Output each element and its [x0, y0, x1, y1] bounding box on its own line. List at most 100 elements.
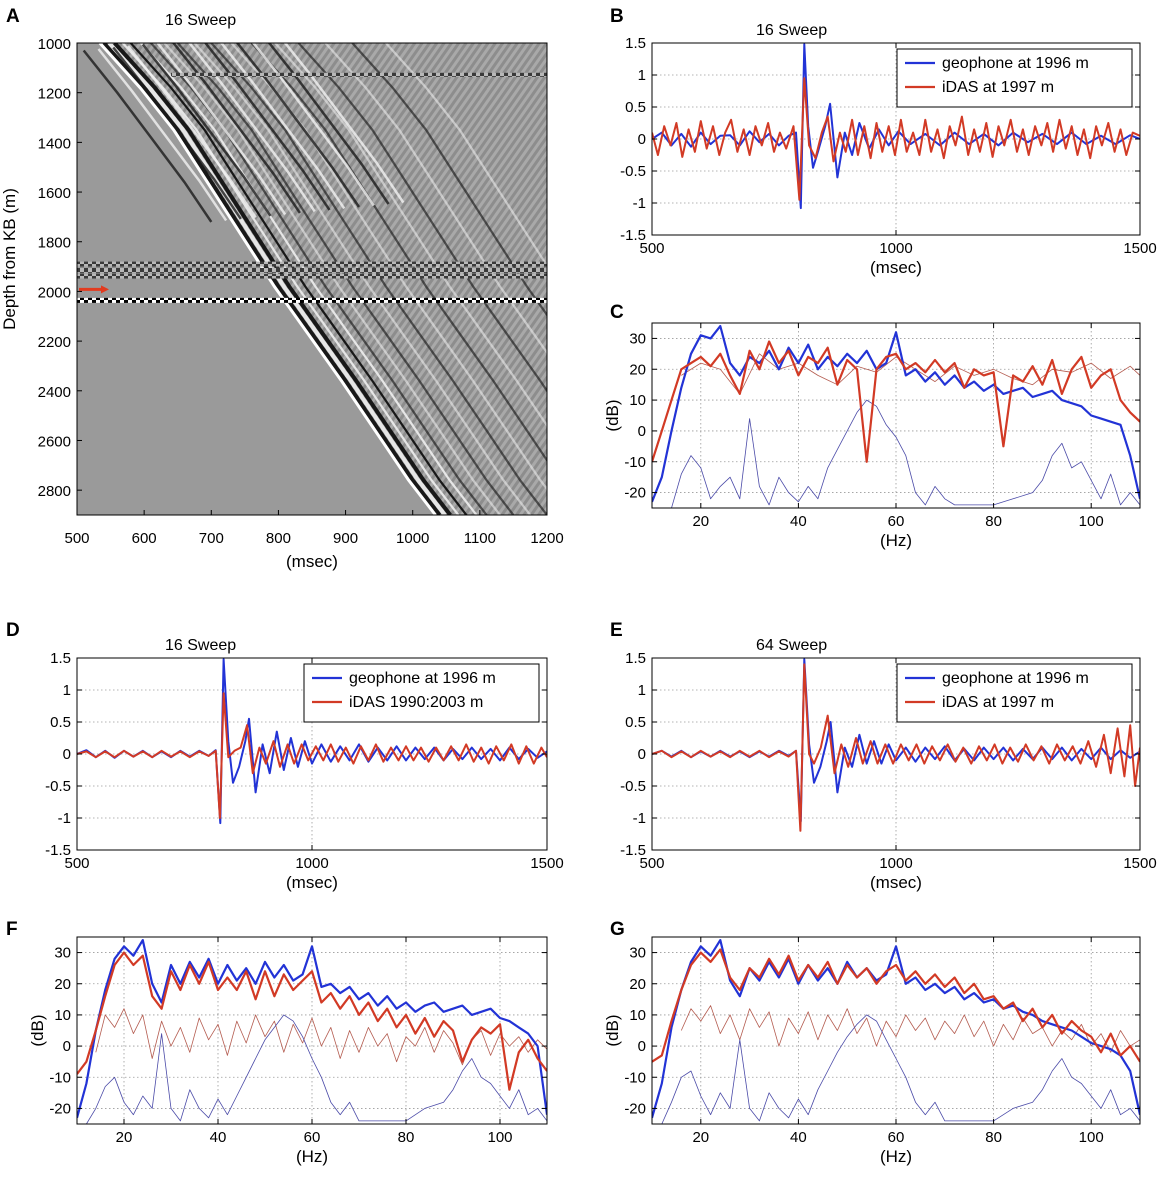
- x-tick-label: 1200: [530, 530, 563, 547]
- x-tick-label: 60: [304, 1129, 321, 1146]
- panel-letter: A: [6, 6, 20, 27]
- y-tick-label: 0.5: [625, 99, 646, 116]
- x-tick-label: 20: [116, 1129, 133, 1146]
- y-tick-label: 0.5: [50, 714, 71, 731]
- x-tick-label: 700: [199, 530, 224, 547]
- series-group: [652, 658, 1140, 832]
- panel-letter: D: [6, 620, 20, 641]
- y-tick-label: -10: [49, 1069, 71, 1086]
- y-tick-label: -0.5: [45, 778, 71, 795]
- y-tick-label: 0: [638, 423, 646, 440]
- legend-box: [896, 48, 1133, 108]
- x-tick-label: 1000: [396, 530, 429, 547]
- y-axis-label: (dB): [603, 1014, 622, 1046]
- wavefront: [324, 43, 547, 355]
- legend-entry: iDAS at 1997 m: [942, 694, 1054, 711]
- plot-frame: [76, 42, 548, 516]
- noisy-channel-band: [77, 273, 547, 279]
- wavefront: [113, 43, 452, 515]
- y-tick-label: 1.5: [50, 650, 71, 667]
- panel-letter: B: [610, 6, 624, 27]
- y-tick-label: 30: [54, 945, 71, 962]
- x-tick-label: 100: [1079, 513, 1104, 530]
- series-line-1: [652, 77, 1140, 201]
- series-group: [652, 43, 1140, 210]
- legend-box: [896, 663, 1133, 723]
- y-tick-label: 0: [638, 131, 646, 148]
- wavefront: [129, 43, 468, 515]
- wavefront: [121, 43, 460, 515]
- y-tick-label: 2000: [38, 284, 71, 301]
- y-tick-label: 1400: [38, 135, 71, 152]
- y-tick-label: 1: [638, 682, 646, 699]
- wavefront: [176, 43, 515, 515]
- x-tick-label: 60: [888, 513, 905, 530]
- legend-entry: geophone at 1996 m: [942, 55, 1089, 72]
- x-tick-label: 1000: [879, 855, 912, 872]
- series-group: [652, 939, 1140, 1124]
- panel-letter: G: [610, 919, 625, 940]
- x-tick-label: 1500: [1123, 855, 1156, 872]
- wavefront: [139, 43, 478, 515]
- y-tick-label: -0.5: [620, 163, 646, 180]
- noisy-channel-band: [77, 267, 547, 273]
- y-tick-label: 1: [638, 67, 646, 84]
- x-tick-label: 1100: [464, 530, 496, 547]
- shallow-event: [219, 43, 346, 210]
- depth-marker-head: [101, 285, 109, 294]
- x-axis-label: (msec): [286, 552, 338, 571]
- x-tick-label: 1500: [530, 855, 563, 872]
- shallow-event: [82, 49, 213, 223]
- x-tick-label: 40: [790, 513, 807, 530]
- legend: geophone at 1996 m iDAS at 1997 m: [896, 663, 1133, 723]
- shallow-event: [235, 43, 361, 208]
- panel-e: 500 1000 1500 1.5 1 0.5 0 -0.5 -1 -1.5 (msec) 64 Sw…: [610, 620, 1157, 892]
- y-axis-label: (dB): [603, 399, 622, 431]
- y-tick-label: 2600: [38, 433, 71, 450]
- y-tick-label: 2800: [38, 483, 71, 500]
- wavefront: [297, 43, 547, 393]
- y-tick-label: 1600: [38, 185, 71, 202]
- series-line-0: [77, 939, 547, 1119]
- y-tick-label: 1000: [38, 36, 71, 53]
- x-tick-label: 600: [132, 530, 157, 547]
- y-tick-label: -1: [633, 195, 646, 212]
- x-tick-label: 80: [985, 513, 1002, 530]
- y-tick-label: -1: [633, 810, 646, 827]
- x-tick-label: 100: [487, 1129, 512, 1146]
- panel-title: 16 Sweep: [165, 12, 236, 29]
- x-tick-label: 1000: [879, 240, 912, 257]
- shallow-event: [156, 43, 287, 216]
- x-tick-label: 900: [333, 530, 358, 547]
- y-tick-label: 20: [629, 976, 646, 993]
- y-tick-label: 0: [638, 1038, 646, 1055]
- y-tick-label: 0: [63, 746, 71, 763]
- x-tick-label: 500: [64, 855, 89, 872]
- x-tick-label: 1500: [1123, 240, 1156, 257]
- shallow-event: [171, 43, 301, 214]
- panel-letter: C: [610, 302, 624, 323]
- y-tick-label: 0: [63, 1038, 71, 1055]
- x-tick-label: 80: [398, 1129, 415, 1146]
- wavefront: [250, 43, 547, 463]
- x-tick-label: 40: [210, 1129, 227, 1146]
- series-line-3: [86, 1014, 547, 1124]
- panel-title: 64 Sweep: [756, 637, 827, 654]
- legend: geophone at 1996 m iDAS at 1997 m: [896, 48, 1133, 108]
- y-tick-label: -1.5: [620, 842, 646, 859]
- panel-letter: F: [6, 919, 18, 940]
- noisy-channel-band: [171, 72, 547, 77]
- x-axis-label: (Hz): [880, 531, 912, 550]
- legend-entry: geophone at 1996 m: [349, 670, 496, 687]
- y-tick-label: 1.5: [625, 35, 646, 52]
- y-tick-label: -20: [49, 1100, 71, 1117]
- panel-title: 16 Sweep: [165, 637, 236, 654]
- panel-a: 500 600 700 800 900 1000 1100 1200 1000 1200 1400 1…: [0, 6, 564, 571]
- y-tick-label: -1.5: [45, 842, 71, 859]
- shallow-event: [283, 43, 405, 204]
- y-tick-label: 0: [638, 746, 646, 763]
- series-group: [652, 325, 1140, 508]
- series-line-3: [671, 399, 1140, 508]
